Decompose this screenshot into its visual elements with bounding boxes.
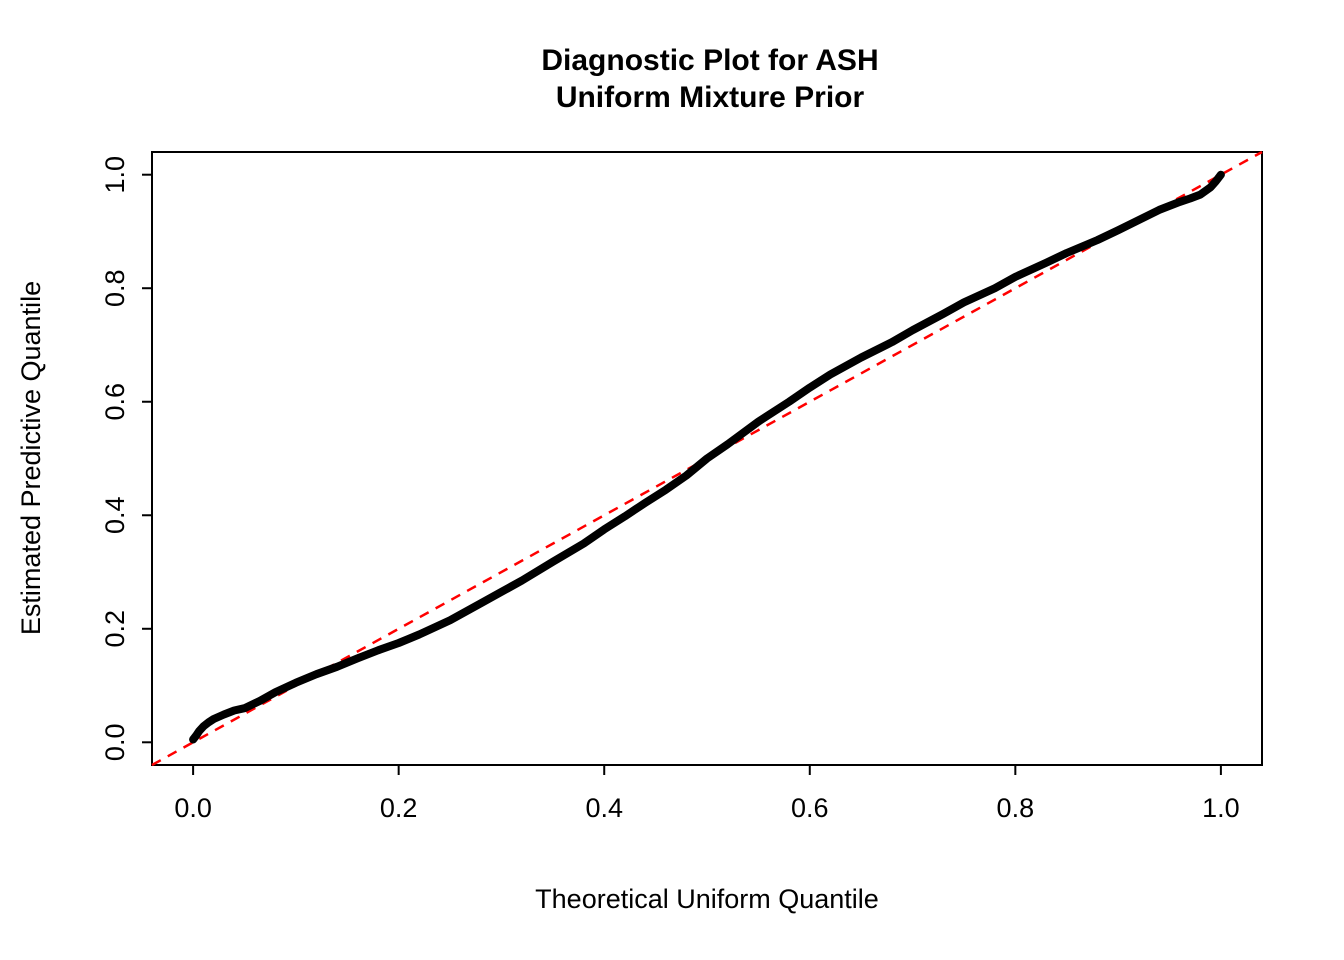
plot-title-line2: Uniform Mixture Prior — [556, 81, 865, 114]
y-tick-label: 0.8 — [100, 269, 130, 307]
y-tick-label: 0.6 — [100, 383, 130, 421]
x-tick-label: 1.0 — [1202, 793, 1240, 823]
y-tick-label: 0.0 — [100, 724, 130, 762]
y-tick-label: 0.4 — [100, 496, 130, 534]
y-axis: 0.0 0.2 0.4 0.6 0.8 1.0 — [100, 156, 152, 761]
qq-curve — [189, 170, 1225, 744]
plot-border — [151, 151, 1263, 766]
y-tick-label: 0.2 — [100, 610, 130, 648]
x-axis: 0.0 0.2 0.4 0.6 0.8 1.0 — [174, 765, 1240, 823]
x-tick-label: 0.2 — [380, 793, 418, 823]
x-tick-label: 0.8 — [997, 793, 1035, 823]
data-series-group — [189, 170, 1225, 744]
y-tick-label: 1.0 — [100, 156, 130, 194]
plot-title-line1: Diagnostic Plot for ASH — [541, 44, 878, 77]
y-axis-label: Estimated Predictive Quantile — [16, 281, 46, 635]
x-axis-label: Theoretical Uniform Quantile — [535, 884, 879, 914]
x-tick-label: 0.6 — [791, 793, 829, 823]
x-tick-label: 0.0 — [174, 793, 212, 823]
x-tick-label: 0.4 — [585, 793, 623, 823]
